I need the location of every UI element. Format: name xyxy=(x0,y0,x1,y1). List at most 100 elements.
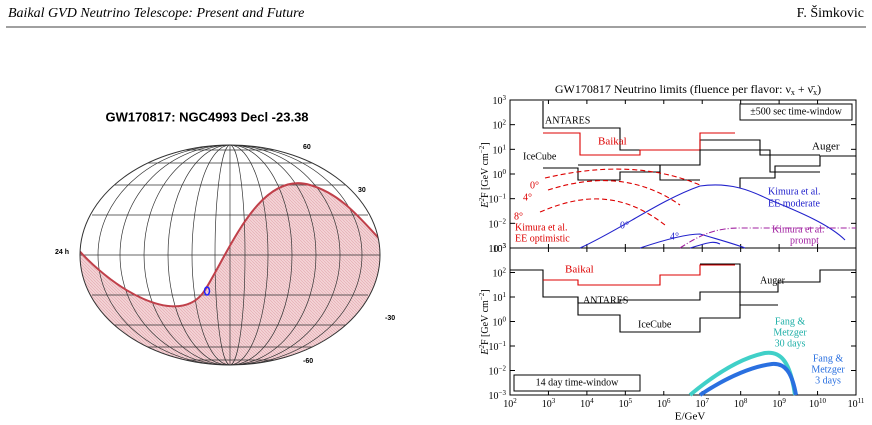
tick-label: 10−1 xyxy=(489,192,507,206)
curve-label: ANTARES xyxy=(583,295,628,306)
tick-exponent: 3 xyxy=(503,94,507,102)
tick-label: 10−2 xyxy=(489,217,507,231)
tick-exponent: 4 xyxy=(590,397,594,405)
tick-exponent: 11 xyxy=(858,397,865,405)
curve-label: Baikal xyxy=(565,264,594,276)
tick-label: 103 xyxy=(542,397,556,411)
tick-base: 10 xyxy=(489,367,499,378)
tick-label: 103 xyxy=(493,242,507,256)
window-label: 14 day time-window xyxy=(536,377,620,388)
curve-label: Metzger xyxy=(811,364,845,375)
tick-base: 10 xyxy=(542,399,552,410)
tick-label: 104 xyxy=(580,397,594,411)
tick-exponent: −2 xyxy=(499,364,507,372)
map-label: 60 xyxy=(303,144,311,151)
tick-base: 10 xyxy=(772,399,782,410)
curve-label: Baikal xyxy=(598,136,627,148)
tick-label: 101 xyxy=(493,291,507,305)
tick-label: 1011 xyxy=(848,397,865,411)
curve-label: 8° xyxy=(514,211,523,222)
tick-label: 105 xyxy=(619,397,633,411)
tick-exponent: 9 xyxy=(782,397,786,405)
map-label: -30 xyxy=(385,315,395,322)
tick-label: 1010 xyxy=(809,397,827,411)
tick-label: 109 xyxy=(772,397,786,411)
tick-label: 102 xyxy=(503,397,517,411)
tick-base: 10 xyxy=(493,293,503,304)
tick-base: 10 xyxy=(493,244,503,255)
tick-exponent: −2 xyxy=(499,217,507,225)
tick-exponent: 5 xyxy=(629,397,633,405)
tick-label: 10−3 xyxy=(489,242,507,256)
tick-base: 10 xyxy=(848,399,858,410)
tick-exponent: 2 xyxy=(513,397,517,405)
tick-base: 10 xyxy=(489,342,499,353)
tick-base: 10 xyxy=(580,399,590,410)
map-label: 24 h xyxy=(55,249,69,256)
tick-base: 10 xyxy=(493,318,503,329)
tick-label: 106 xyxy=(657,397,671,411)
tick-base: 10 xyxy=(493,170,503,181)
tick-base: 10 xyxy=(493,146,503,157)
tick-base: 10 xyxy=(493,121,503,132)
curve-label: 4° xyxy=(523,192,532,203)
curve-label: 3 days xyxy=(815,375,841,386)
tick-exponent: 1 xyxy=(503,143,507,151)
curve-label: 0° xyxy=(530,180,539,191)
tick-label: 108 xyxy=(734,397,748,411)
window-box xyxy=(739,103,853,121)
curve-label: prompt xyxy=(790,235,819,246)
tick-label: 107 xyxy=(695,397,709,411)
tick-exponent: 0 xyxy=(503,315,507,323)
tick-exponent: −3 xyxy=(499,389,507,397)
tick-label: 10−3 xyxy=(489,389,507,403)
limits-figure: GW170817 Neutrino limits (fluence per fl… xyxy=(478,82,865,423)
curve-label: ANTARES xyxy=(545,115,590,126)
curve-label: Kimura et al. xyxy=(515,222,567,233)
tick-base: 10 xyxy=(489,391,499,402)
tick-exponent: 0 xyxy=(503,168,507,176)
tick-exponent: 3 xyxy=(503,242,507,250)
tick-label: 100 xyxy=(493,315,507,329)
author: F. Šimkovic xyxy=(797,4,864,21)
curve-label: 30 days xyxy=(775,338,806,349)
bottom-curves xyxy=(510,263,856,397)
tick-exponent: 2 xyxy=(503,118,507,126)
tick-exponent: 7 xyxy=(705,397,709,405)
y-axis-label: E2F [GeV cm−2] xyxy=(478,142,492,208)
tick-label: 103 xyxy=(493,94,507,108)
map-label: -60 xyxy=(303,358,313,365)
curve-label: Auger xyxy=(812,141,840,153)
tick-exponent: 2 xyxy=(503,266,507,274)
horizon-curve xyxy=(80,182,380,308)
curve-label: 4° xyxy=(670,231,679,242)
tick-base: 10 xyxy=(489,244,499,255)
tick-label: 10−2 xyxy=(489,364,507,378)
sky-map: GW170817: NGC4993 Decl -23.38 60 30 24 h… xyxy=(55,109,395,366)
curve-label: EE moderate xyxy=(768,198,820,209)
curve-label: Kimura et al. xyxy=(768,186,820,197)
tick-base: 10 xyxy=(489,220,499,231)
running-title: Baikal GVD Neutrino Telescope: Present a… xyxy=(8,6,304,21)
curve-label: 0° xyxy=(620,220,629,231)
tick-base: 10 xyxy=(489,195,499,206)
tick-base: 10 xyxy=(493,96,503,107)
tick-exponent: 10 xyxy=(819,397,827,405)
curve-label: Kimura et al. xyxy=(772,224,824,235)
top-curves xyxy=(539,101,856,249)
top-labels: ANTARES Baikal IceCube Auger 0° 4° 8° Ki… xyxy=(514,115,840,246)
tick-exponent: 3 xyxy=(552,397,556,405)
tick-base: 10 xyxy=(619,399,629,410)
figure-title: GW170817 Neutrino limits (fluence per fl… xyxy=(555,82,821,97)
y-axis-label: E2F [GeV cm−2] xyxy=(478,289,492,355)
tick-label: 102 xyxy=(493,118,507,132)
x-axis-label: E/GeV xyxy=(675,411,706,423)
tick-base: 10 xyxy=(493,269,503,280)
tick-label: 100 xyxy=(493,168,507,182)
curve-label: Fang & xyxy=(775,316,806,327)
tick-exponent: 8 xyxy=(744,397,748,405)
tick-base: 10 xyxy=(657,399,667,410)
bottom-labels: Baikal Auger ANTARES IceCube Fang & Metz… xyxy=(565,264,845,387)
tick-label: 102 xyxy=(493,266,507,280)
